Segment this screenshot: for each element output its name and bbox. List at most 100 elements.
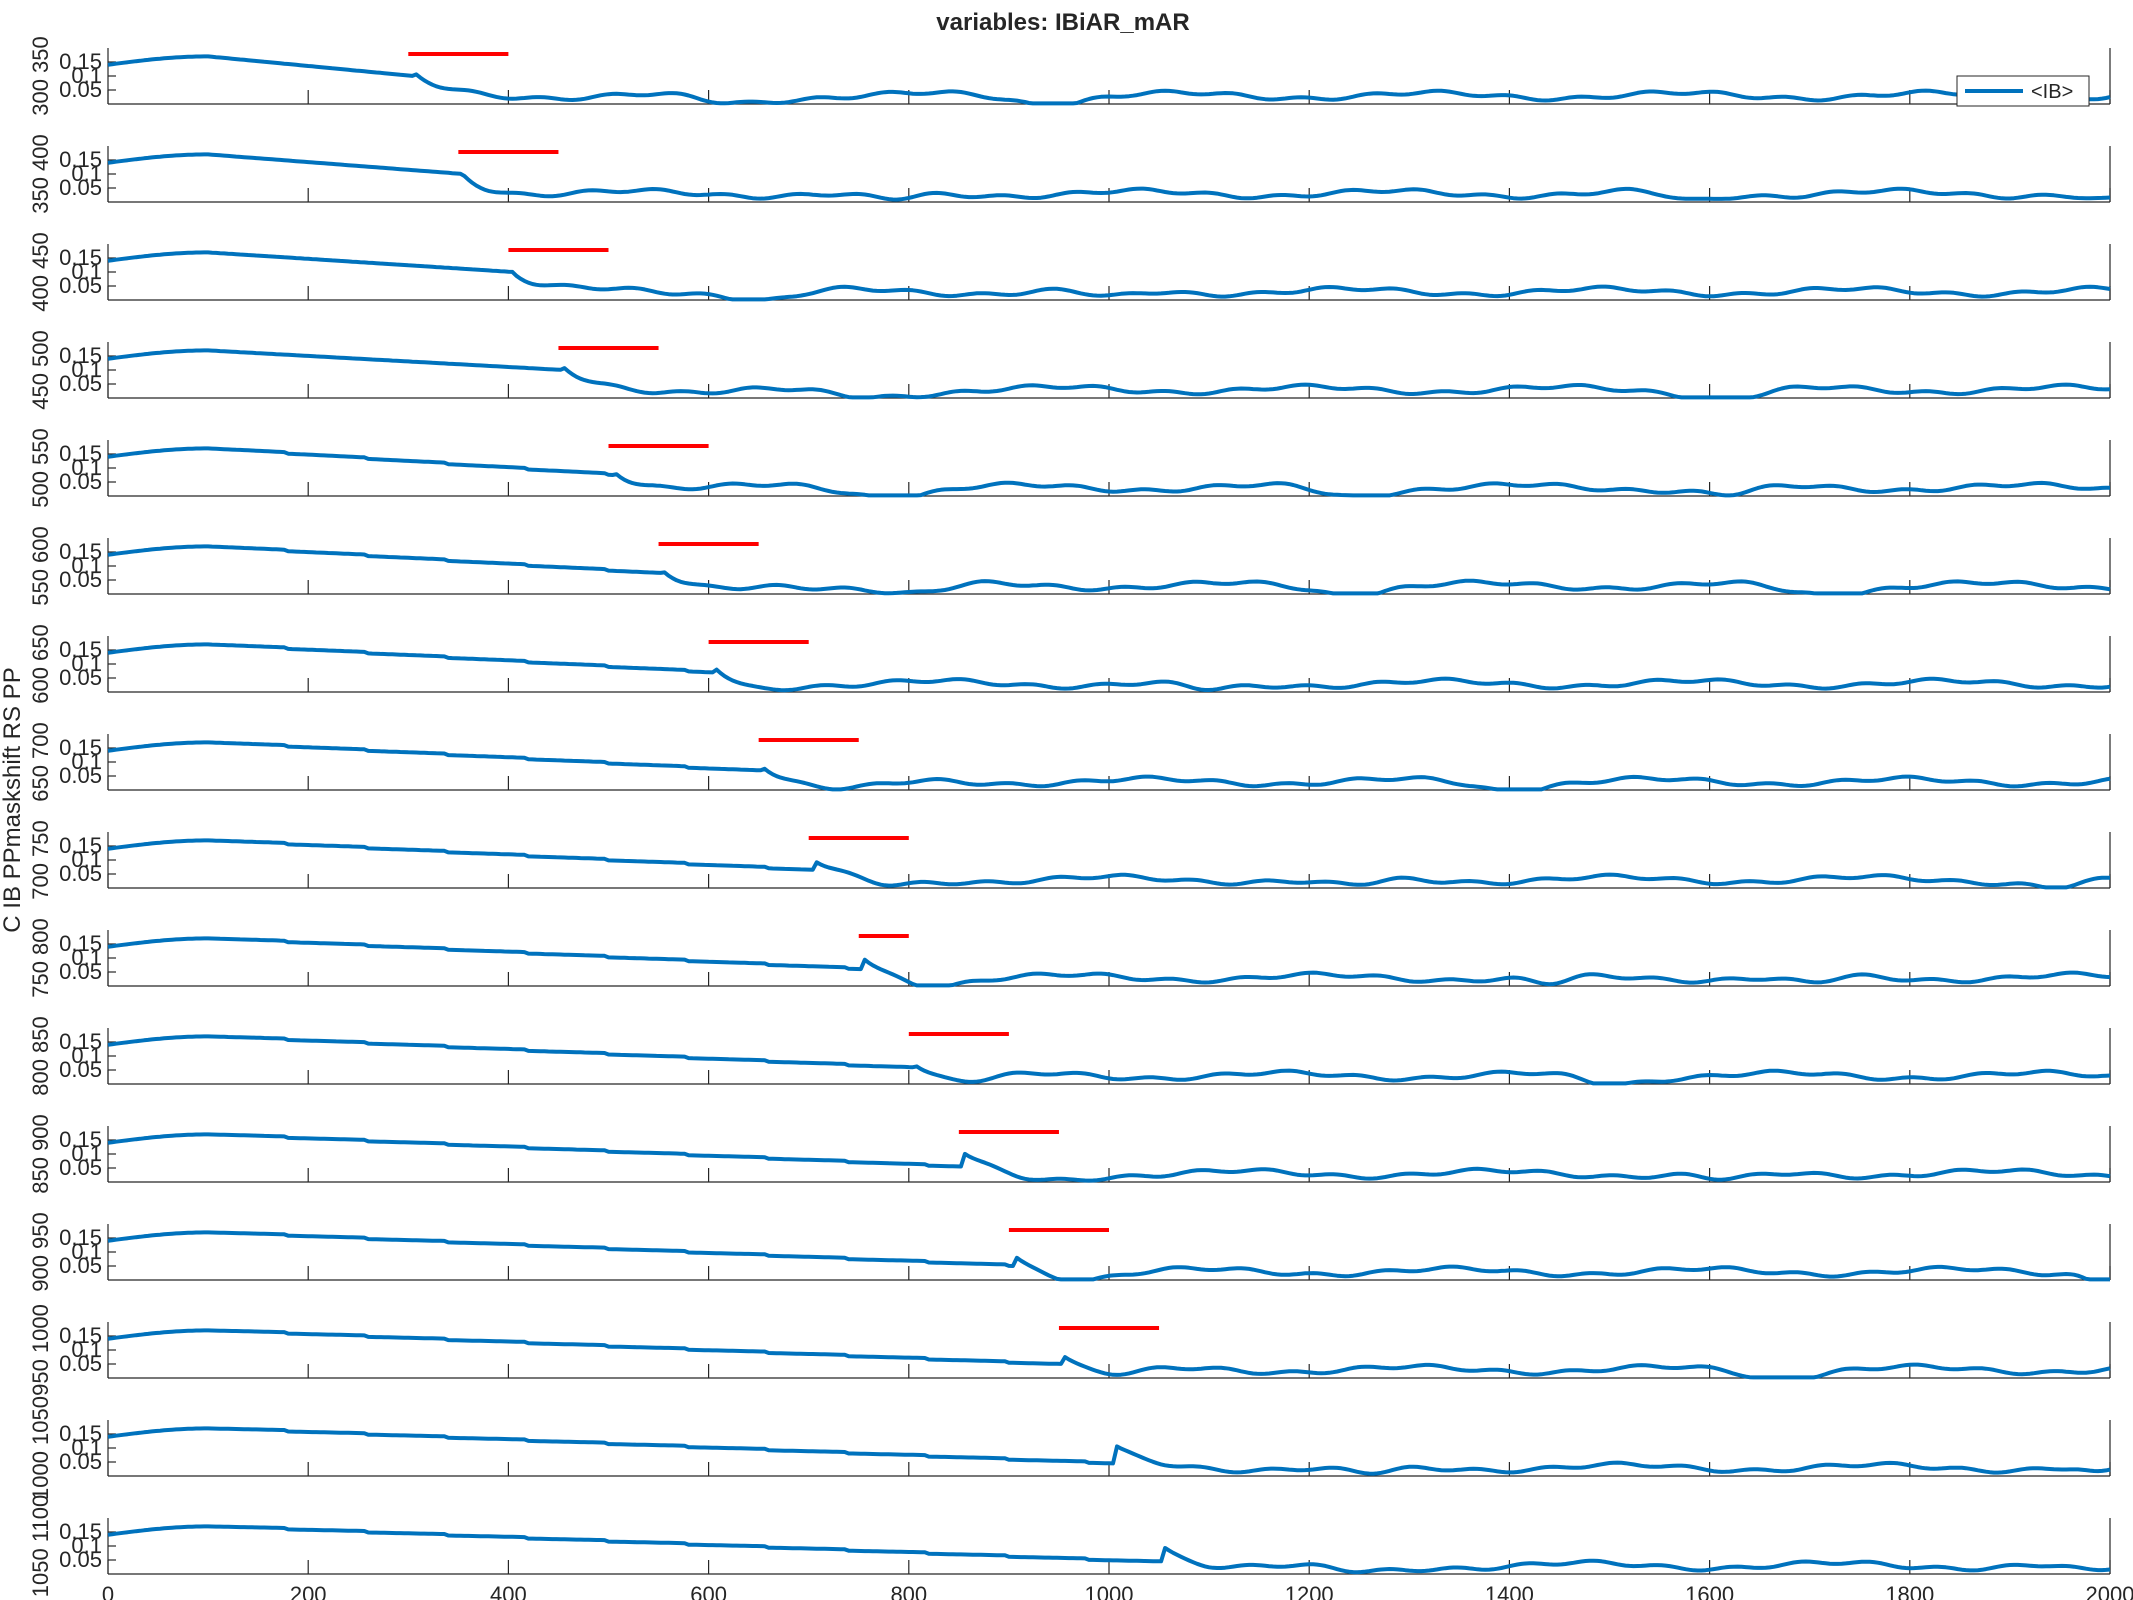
y-tick-label: 0.05 (59, 1449, 102, 1474)
subplot-y-label: 700 750 (28, 820, 53, 900)
y-tick-label: 0.1 (71, 651, 102, 676)
ib-series-line (107, 54, 2111, 106)
y-tick-label: 0.05 (59, 1155, 102, 1180)
y-tick-label: 0.1 (71, 1337, 102, 1362)
y-tick-label: 0.15 (59, 1323, 102, 1348)
figure-title: variables: IBiAR_mAR (936, 9, 1189, 36)
ib-series-line (107, 1230, 2110, 1282)
x-tick-label: 2000 (2086, 1582, 2133, 1600)
y-tick-label: 0.05 (59, 861, 102, 886)
ib-series-line (107, 740, 2111, 792)
y-tick-label: 0.1 (71, 1435, 102, 1460)
ib-series-line (107, 152, 2111, 202)
y-axis-label: C IB PPmaskshift RS PP (0, 667, 26, 932)
subplot-y-label: 750 800 (28, 918, 53, 998)
y-tick-label: 0.1 (71, 1141, 102, 1166)
y-tick-label: 0.15 (59, 539, 102, 564)
subplot-y-label: 800 850 (28, 1016, 53, 1096)
y-tick-label: 0.15 (59, 1127, 102, 1152)
x-tick-label: 1600 (1685, 1582, 1734, 1600)
y-tick-label: 0.05 (59, 665, 102, 690)
y-tick-label: 0.05 (59, 1547, 102, 1572)
subplot-y-label: 350 400 (28, 134, 53, 214)
ib-series-line (107, 1132, 2111, 1183)
ib-series-line (107, 1328, 2111, 1380)
ib-series-line (107, 642, 2111, 693)
subplot-y-label: 400 450 (28, 232, 53, 312)
ib-series-line (107, 446, 2110, 498)
x-tick-label: 1400 (1485, 1582, 1534, 1600)
ib-series-line (107, 936, 2111, 988)
subplot-y-label: 550 600 (28, 526, 53, 606)
ib-series-line (107, 1524, 2111, 1575)
x-tick-label: 800 (890, 1582, 927, 1600)
y-tick-label: 0.1 (71, 945, 102, 970)
y-tick-label: 0.05 (59, 371, 102, 396)
y-tick-label: 0.15 (59, 833, 102, 858)
y-tick-label: 0.05 (59, 469, 102, 494)
subplot-y-label: 500 550 (28, 428, 53, 508)
subplot-y-label: 1050 1100 (28, 1495, 53, 1597)
ib-series-line (107, 838, 2110, 890)
y-tick-label: 0.1 (71, 749, 102, 774)
y-tick-label: 0.15 (59, 735, 102, 760)
x-tick-label: 1000 (1085, 1582, 1134, 1600)
y-tick-label: 0.1 (71, 259, 102, 284)
y-tick-label: 0.05 (59, 567, 102, 592)
y-tick-label: 0.15 (59, 343, 102, 368)
y-tick-label: 0.05 (59, 1351, 102, 1376)
y-tick-label: 0.05 (59, 77, 102, 102)
y-tick-label: 0.1 (71, 1533, 102, 1558)
subplot-y-label: 950 1000 (28, 1304, 53, 1396)
y-tick-label: 0.15 (59, 441, 102, 466)
x-tick-label: 1200 (1285, 1582, 1334, 1600)
legend-label: <IB> (2031, 81, 2073, 103)
y-tick-label: 0.15 (59, 1519, 102, 1544)
y-tick-label: 0.1 (71, 357, 102, 382)
y-tick-label: 0.05 (59, 1057, 102, 1082)
y-tick-label: 0.15 (59, 245, 102, 270)
y-tick-label: 0.05 (59, 1253, 102, 1278)
y-tick-label: 0.15 (59, 1029, 102, 1054)
y-tick-label: 0.05 (59, 959, 102, 984)
y-tick-label: 0.1 (71, 161, 102, 186)
y-tick-label: 0.15 (59, 147, 102, 172)
ib-series-line (107, 250, 2111, 302)
legend: <IB> (1956, 75, 2090, 107)
subplot-y-label: 650 700 (28, 722, 53, 802)
y-tick-label: 0.1 (71, 455, 102, 480)
y-tick-label: 0.1 (71, 1239, 102, 1264)
y-tick-label: 0.1 (71, 1043, 102, 1068)
ib-series-line (107, 1426, 2111, 1476)
ib-series-line (107, 544, 2111, 596)
y-tick-label: 0.15 (59, 637, 102, 662)
y-tick-label: 0.05 (59, 175, 102, 200)
subplot-y-label: 850 900 (28, 1114, 53, 1194)
subplot-y-label: 300 350 (28, 36, 53, 116)
y-tick-label: 0.15 (59, 1225, 102, 1250)
y-tick-label: 0.05 (59, 273, 102, 298)
subplot-y-label: 900 950 (28, 1212, 53, 1292)
ib-series-line (107, 348, 2111, 400)
x-tick-label: 400 (490, 1582, 527, 1600)
x-tick-label: 200 (290, 1582, 327, 1600)
subplot-y-label: 1000 1050 (28, 1396, 53, 1500)
ib-series-line (107, 1034, 2111, 1086)
subplot-y-label: 450 500 (28, 330, 53, 410)
y-tick-label: 0.05 (59, 763, 102, 788)
